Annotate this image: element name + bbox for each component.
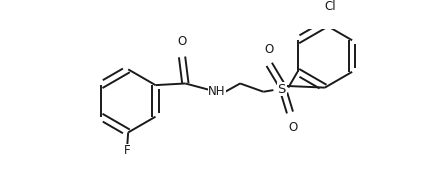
Text: NH: NH (208, 85, 226, 98)
Text: O: O (265, 43, 274, 56)
Text: O: O (178, 35, 187, 48)
Text: S: S (277, 83, 286, 96)
Text: O: O (289, 121, 298, 134)
Text: Cl: Cl (324, 0, 335, 13)
Text: F: F (124, 144, 130, 157)
